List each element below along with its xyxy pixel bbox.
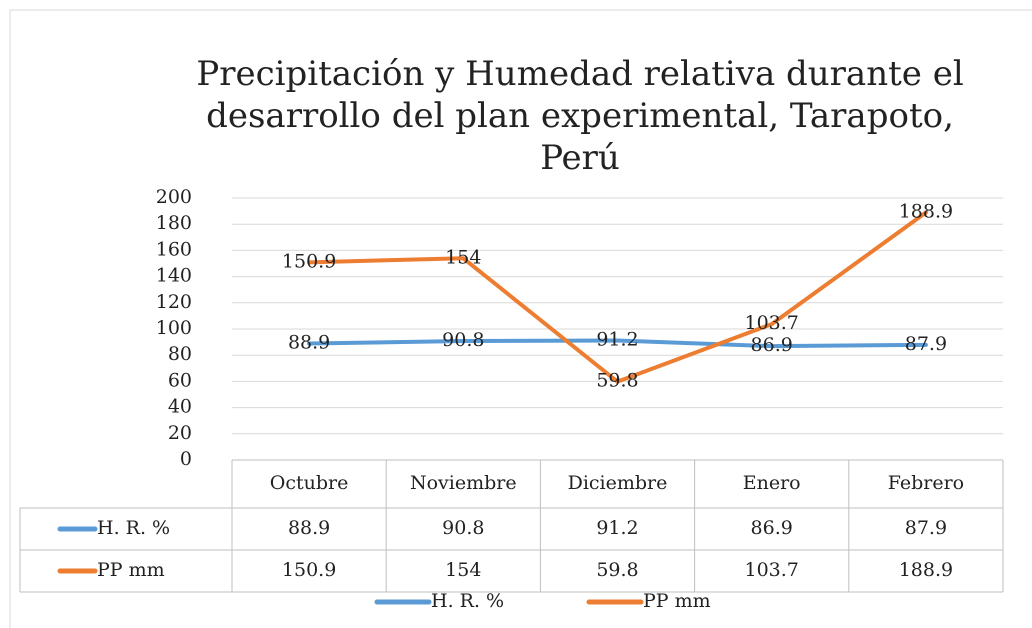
data-label: 59.8 [596,370,638,392]
chart-title: Precipitación y Humedad relativa durante… [196,54,963,178]
data-label: 103.7 [744,312,798,334]
data-label: 87.9 [905,333,947,355]
data-label: 188.9 [899,201,953,223]
legend-label: PP mm [643,590,711,612]
table-cell: 103.7 [744,559,798,581]
y-tick-label: 160 [156,238,192,260]
data-label: 91.2 [596,329,638,351]
table-cell: 91.2 [596,517,638,539]
data-label: 150.9 [282,250,336,272]
data-label: 154 [445,246,481,268]
line-series [307,210,928,384]
y-tick-label: 120 [156,291,192,313]
legend-label: H. R. % [431,590,504,612]
x-tick-label: Diciembre [568,472,668,494]
x-tick-label: Octubre [270,472,349,494]
y-tick-label: 60 [168,369,192,391]
y-tick-label: 100 [156,317,192,339]
y-tick-label: 180 [156,212,192,234]
y-tick-label: 0 [180,448,192,470]
y-tick-label: 200 [156,186,192,208]
table-series-name: H. R. % [97,517,170,539]
y-tick-label: 80 [168,343,192,365]
table-series-name: PP mm [97,559,165,581]
title-line: Precipitación y Humedad relativa durante… [196,54,963,94]
data-label: 86.9 [751,334,793,356]
title-line: desarrollo del plan experimental, Tarapo… [206,96,954,136]
y-tick-label: 40 [168,396,192,418]
data-label: 90.8 [442,329,484,351]
chart-border [9,9,1032,628]
x-tick-label: Febrero [888,472,964,494]
title-line: Perú [540,138,620,178]
line-series [307,338,928,349]
table-cell: 59.8 [596,559,638,581]
table-cell: 88.9 [288,517,330,539]
table-cell: 154 [445,559,481,581]
table-cell: 90.8 [442,517,484,539]
y-tick-label: 20 [168,422,192,444]
table-cell: 188.9 [899,559,953,581]
table-cell: 150.9 [282,559,336,581]
x-tick-label: Noviembre [410,472,517,494]
table-cell: 87.9 [905,517,947,539]
data-label: 88.9 [288,332,330,354]
y-tick-label: 140 [156,265,192,287]
table-cell: 86.9 [751,517,793,539]
x-tick-label: Enero [743,472,801,494]
